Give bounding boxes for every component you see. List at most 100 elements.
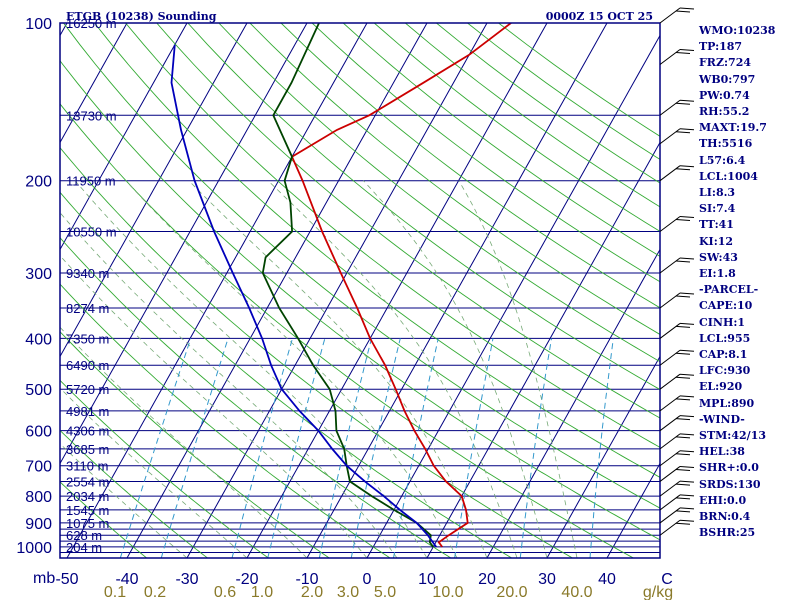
temperature-trace [290,23,512,548]
dry-adiabat [60,146,573,558]
dry-adiabat [63,23,660,509]
mixing-ratio-label: 20.0 [496,584,527,600]
wind-barb [659,322,695,339]
wind-barb-staff [659,349,681,366]
temperature-tick-label: -40 [115,571,138,588]
wind-barb [659,480,695,497]
temperature-tick-label: 20 [478,571,496,588]
wind-barb-staff [659,466,681,482]
wind-barb [659,48,695,65]
wind-barb-staff [659,257,681,274]
mixing-ratio-label: 0.2 [144,584,166,600]
wind-barb [659,450,695,467]
wind-barb [659,99,695,116]
wind-barb-staff [659,373,681,390]
dry-adiabat [125,23,660,448]
index-line: CAP:8.1 [699,348,748,362]
moist-adiabat [60,212,398,558]
dry-adiabat [311,23,660,283]
index-line: MAXT:19.7 [699,121,767,135]
temperature-tick-label: 0 [363,571,372,588]
height-label: 11950 m [66,174,116,189]
wind-barb-flag [679,165,695,168]
height-label: 10550 m [66,224,117,239]
isotherm-line [246,23,548,558]
dry-adiabat [94,23,660,478]
index-line: CAPE:10 [699,299,753,313]
isotherm-line [366,34,660,558]
wind-barb-flag [675,497,691,500]
pressure-axis-label: mb [33,570,55,587]
wind-barb [659,165,695,182]
dry-adiabat [156,23,660,419]
index-line: LFC:930 [699,364,751,378]
temperature-tick-label: -10 [295,571,318,588]
pressure-tick-label: 900 [25,516,52,533]
wind-barb [659,7,695,24]
mixing-ratio-line [160,338,229,558]
parcel-trace [170,44,437,548]
index-line: SW:43 [699,250,738,264]
dry-adiabat [60,60,660,541]
wind-barb-staff [659,292,681,309]
pressure-tick-label: 1000 [16,540,52,557]
index-line: KI:12 [699,234,734,248]
wind-barb-staff [659,450,681,467]
dry-adiabat [280,23,660,309]
wind-barb-flag [675,398,691,401]
height-label: 9340 m [66,266,109,281]
valid-time: 0000Z 15 OCT 25 [546,10,653,23]
wind-barb [659,395,695,412]
mixing-ratio-line [393,338,439,558]
index-line: L57:6.4 [699,153,746,167]
height-label: 1075 m [66,516,109,531]
isotherm-line [546,355,660,558]
index-line: LCL:955 [699,331,751,345]
temperature-tick-label: 30 [538,571,556,588]
isotherm-line [60,23,128,144]
moist-adiabat [60,255,368,558]
mixing-ratio-label: 3.0 [337,584,359,600]
wind-barb-staff [659,507,681,524]
index-line: -PARCEL- [699,283,759,297]
dry-adiabat [60,283,391,558]
pressure-tick-label: 600 [25,424,52,441]
height-label: 2034 m [66,489,109,504]
isotherm-line [186,23,488,558]
index-line: MPL:890 [699,396,755,410]
wind-barb-flag [679,450,695,453]
wind-barb [659,507,695,524]
wind-barb-flag [675,10,691,13]
mixing-ratio-label: 10.0 [432,584,463,600]
height-label: 6490 m [66,358,109,373]
height-label: 4981 m [66,404,109,419]
wind-barb-flag [675,131,691,134]
wind-barb-flag [679,99,695,102]
moist-adiabat [74,180,428,558]
moist-adiabat [125,180,458,558]
dry-adiabat [218,23,660,363]
wind-barb-staff [659,49,681,65]
station-title: ETGB (10238) Sounding [66,10,217,23]
wind-barb-flag [679,519,695,522]
temperature-tick-label: 40 [598,571,616,588]
wind-barb-flag [679,480,695,483]
wind-barb-flag [675,522,691,525]
wind-barb [659,373,695,390]
wind-barb-flag [675,102,691,105]
height-label: 16250 m [66,16,117,31]
pressure-tick-label: 300 [25,266,52,283]
wind-barb-flag [675,436,691,439]
index-line: TT:41 [699,218,734,232]
wind-barb [659,349,695,366]
wind-barb [659,519,695,536]
wind-barb [659,465,695,482]
height-label: 5720 m [66,382,109,397]
index-line: LI:8.3 [699,186,736,200]
wind-barb-flag [679,349,695,352]
mixing-ratio-label: 0.6 [214,584,236,600]
index-line: WMO:10238 [699,24,776,37]
wind-barb-flag [679,465,695,468]
mixing-ratio-line [119,338,192,558]
height-label: 4306 m [66,424,109,439]
